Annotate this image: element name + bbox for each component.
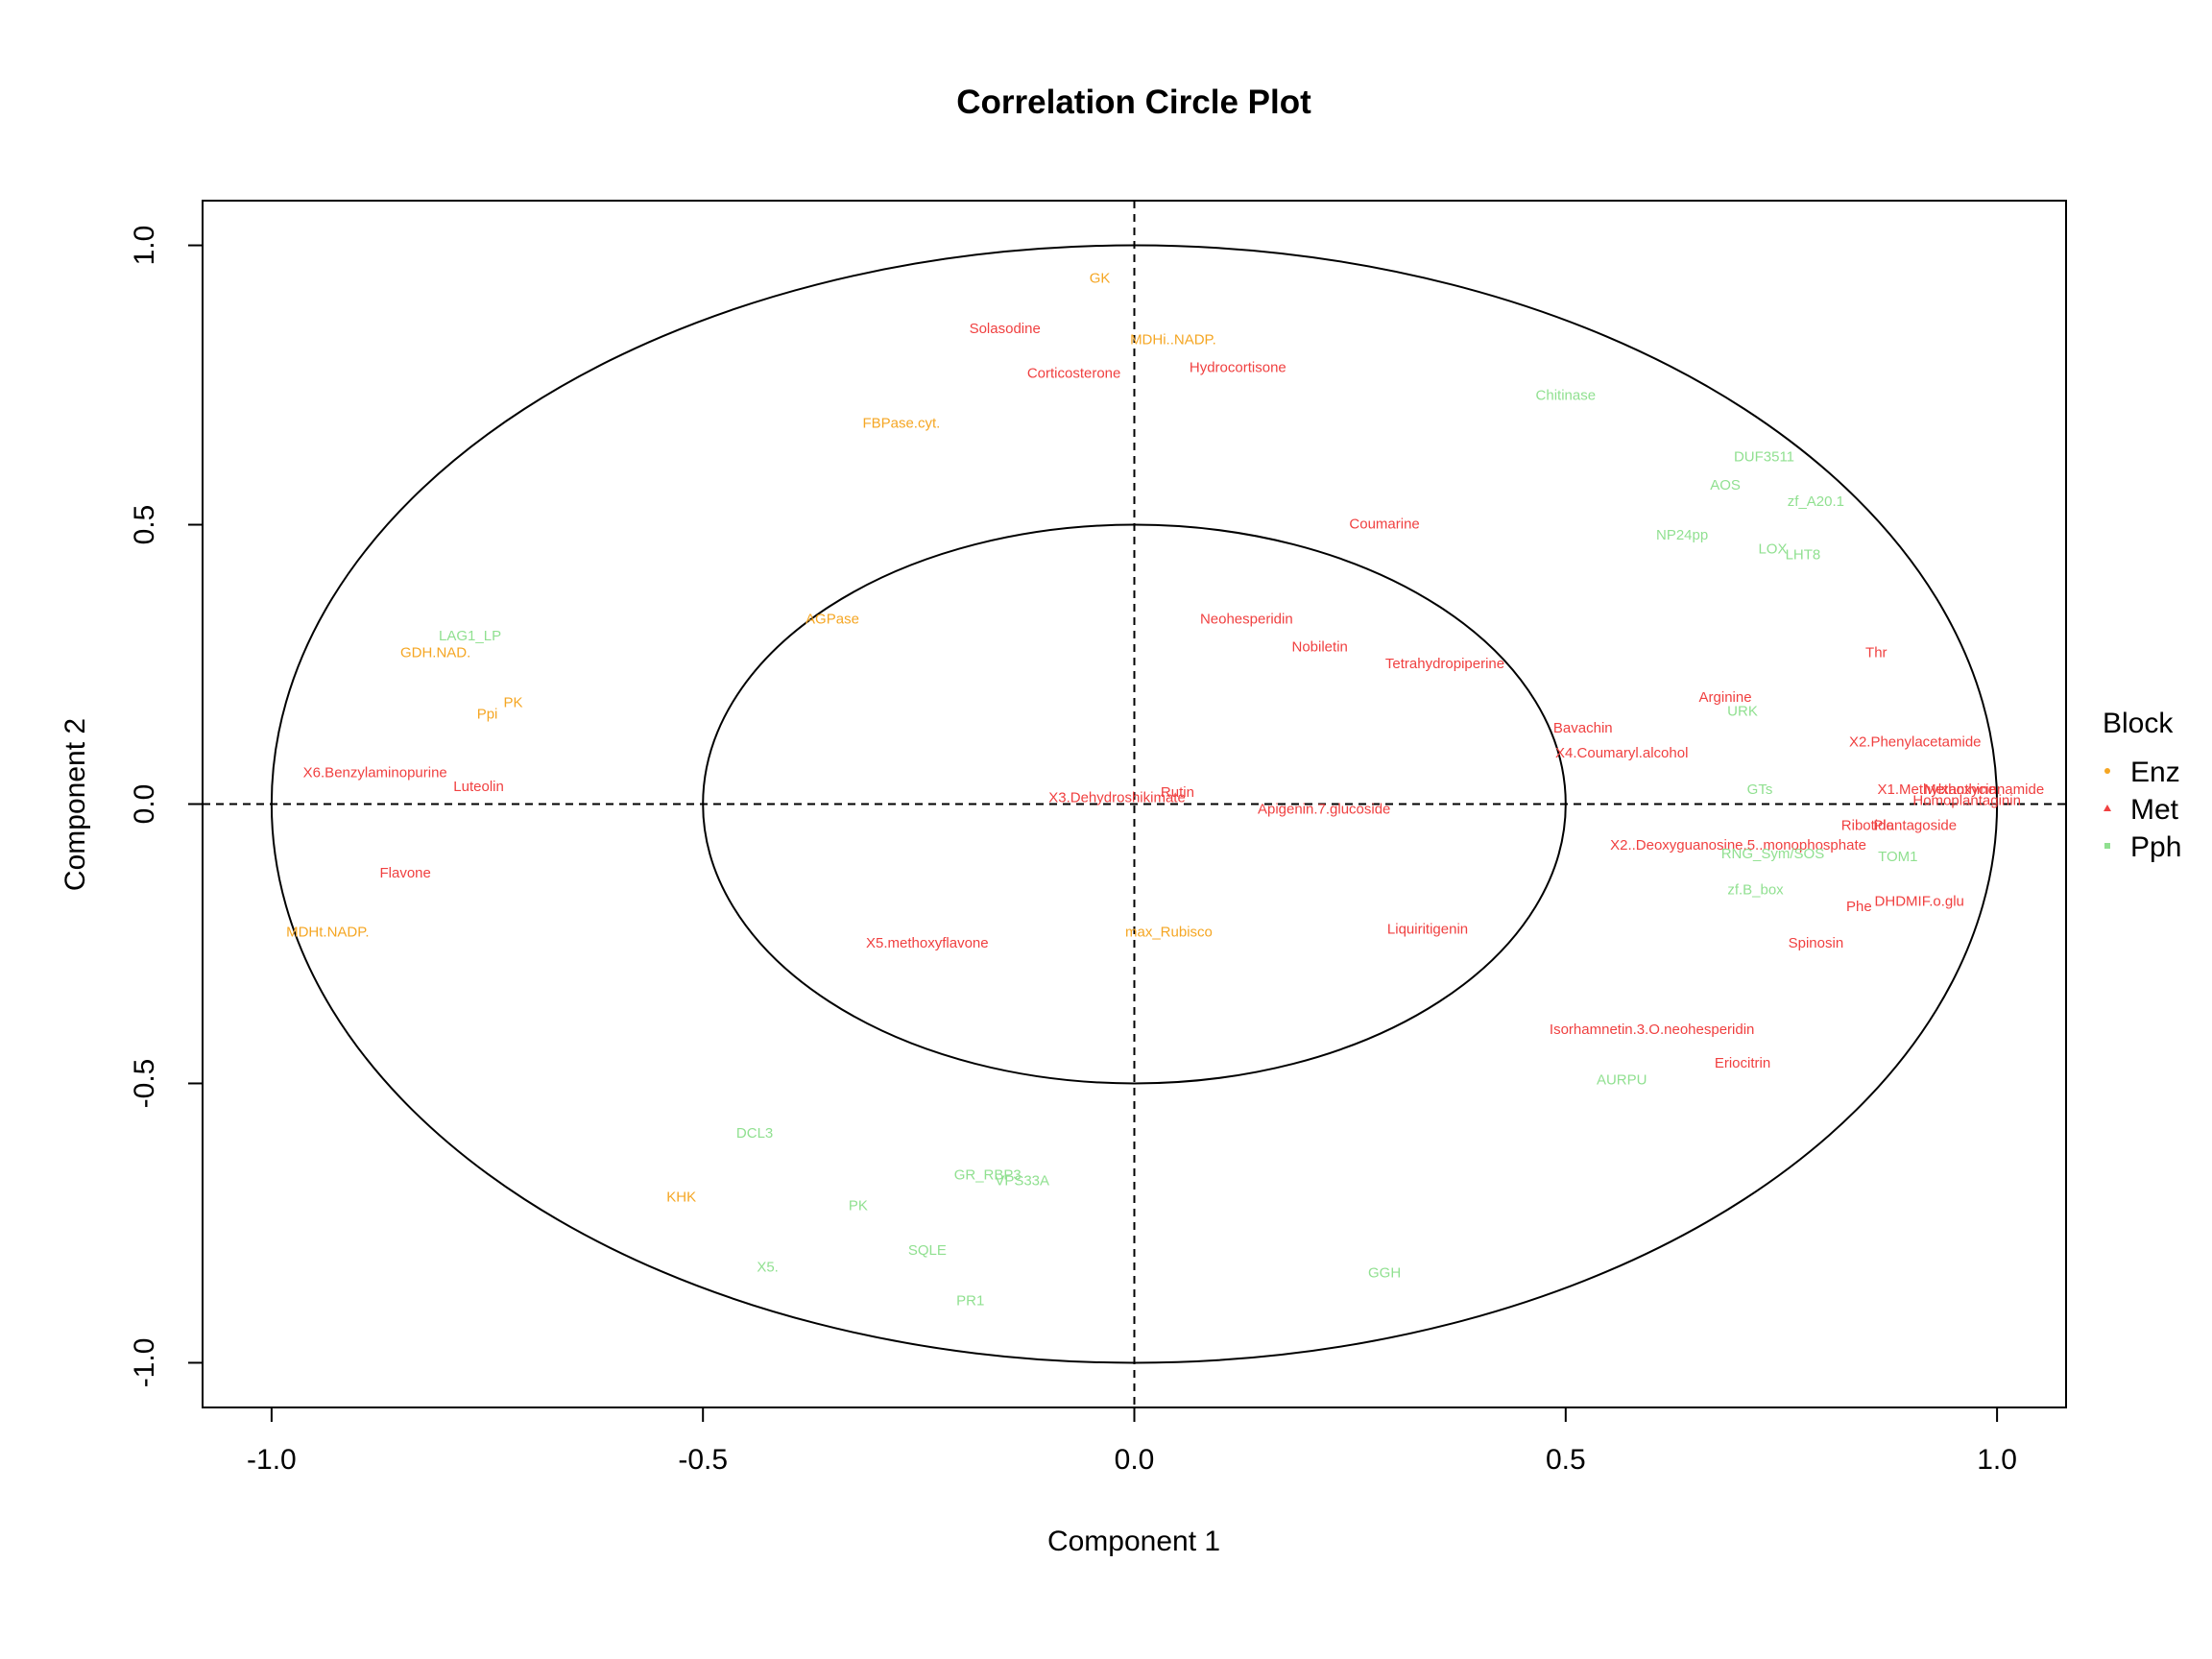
x-axis-label: Component 1 bbox=[1047, 1526, 1220, 1557]
point-label-met-bavachin: Bavachin bbox=[1553, 720, 1613, 736]
legend-title: Block bbox=[2103, 708, 2174, 739]
point-label-enz-gdh-nad: GDH.NAD. bbox=[400, 644, 470, 661]
x-tick-label: 1.0 bbox=[1977, 1444, 2017, 1476]
legend-marker-met bbox=[2104, 805, 2111, 811]
point-label-met-isorhamnetin-3-o-neohesperidin: Isorhamnetin.3.O.neohesperidin bbox=[1550, 1022, 1754, 1038]
x-tick-label: 0.5 bbox=[1546, 1444, 1586, 1476]
point-label-enz-max-rubisco: max_Rubisco bbox=[1125, 924, 1213, 940]
legend-marker-pph bbox=[2104, 843, 2110, 849]
y-axis-label: Component 2 bbox=[60, 718, 91, 891]
point-label-pph-dcl3: DCL3 bbox=[736, 1125, 773, 1142]
point-label-pph-urk: URK bbox=[1727, 703, 1758, 719]
point-label-met-dhdmif-o-glu: DHDMIF.o.glu bbox=[1875, 893, 1964, 909]
point-label-met-tetrahydropiperine: Tetrahydropiperine bbox=[1385, 656, 1504, 672]
point-label-pph-chitinase: Chitinase bbox=[1536, 388, 1597, 404]
point-label-pph-tom1: TOM1 bbox=[1878, 849, 1917, 865]
x-tick-label: -1.0 bbox=[247, 1444, 297, 1476]
point-label-pph-sqle: SQLE bbox=[908, 1242, 947, 1259]
x-axis: -1.0 -0.5 0.0 0.5 1.0 bbox=[247, 1407, 2017, 1476]
point-label-pph-vps33a: VPS33A bbox=[995, 1172, 1049, 1189]
y-tick-label: -0.5 bbox=[129, 1059, 160, 1109]
point-label-met-solasodine: Solasodine bbox=[970, 321, 1041, 337]
point-label-met-apigenin-7-glucoside: Apigenin.7.glucoside bbox=[1258, 801, 1390, 817]
point-label-met-eriocitrin: Eriocitrin bbox=[1715, 1055, 1770, 1071]
point-label-met-x2-phenylacetamide: X2.Phenylacetamide bbox=[1849, 733, 1982, 750]
point-label-met-flavone: Flavone bbox=[379, 865, 430, 881]
point-label-pph-aurpu: AURPU bbox=[1597, 1072, 1647, 1089]
legend-label-enz: Enz bbox=[2130, 757, 2180, 788]
y-tick-label: 1.0 bbox=[129, 226, 160, 266]
point-label-met-corticosterone: Corticosterone bbox=[1027, 365, 1121, 381]
point-label-met-methoxycinnamide: Methoxycinnamide bbox=[1924, 781, 2044, 798]
point-label-enz-gk: GK bbox=[1090, 270, 1111, 286]
point-label-pph-pk: PK bbox=[849, 1197, 868, 1214]
point-label-met-ribotide: Ribotide bbox=[1841, 818, 1894, 834]
legend: Block Enz Met Pph bbox=[2103, 708, 2181, 863]
point-label-pph-rng-sym-sos: RNG_Sym/SOS bbox=[1721, 846, 1825, 862]
series-pph: Chitinase DUF3511 AOS zf_A20.1 NP24pp LOXLHT8… bbox=[439, 388, 1917, 1310]
point-label-met-phe: Phe bbox=[1846, 899, 1872, 915]
point-label-enz-mdht-nadp: MDHt.NADP. bbox=[286, 924, 369, 940]
y-tick-label: -1.0 bbox=[129, 1338, 160, 1388]
point-label-met-thr: Thr bbox=[1865, 644, 1887, 661]
point-label-met-spinosin: Spinosin bbox=[1789, 935, 1844, 951]
point-label-pph-gr-rbp3: GR_RBP3 bbox=[954, 1166, 1022, 1183]
point-label-met-liquiritigenin: Liquiritigenin bbox=[1387, 921, 1468, 937]
x-tick-label: -0.5 bbox=[678, 1444, 728, 1476]
point-label-met-x6-benzylaminopurine: X6.Benzylaminopurine bbox=[303, 764, 447, 781]
point-label-met-homoplantaginin: Homoplantaginin bbox=[1912, 793, 2021, 809]
point-label-enz-fbpase-cyt: FBPase.cyt. bbox=[862, 416, 940, 432]
point-label-met-luteolin: Luteolin bbox=[453, 779, 504, 795]
point-label-pph-lox: LOX bbox=[1758, 541, 1787, 558]
point-label-met-nobiletin: Nobiletin bbox=[1292, 639, 1348, 656]
series-met: Solasodine Corticosterone Hydrocortisone Co… bbox=[303, 321, 2044, 1071]
point-label-pph-gts: GTs bbox=[1747, 781, 1773, 798]
y-axis: -1.0 -0.5 0.0 0.5 1.0 bbox=[129, 226, 203, 1388]
point-label-pph-lag1-lp: LAG1_LP bbox=[439, 628, 501, 644]
plot-area: GK MDHi..NADP. FBPase.cyt. AGPase GDH.NAD. PK… bbox=[203, 201, 2066, 1407]
point-label-met-coumarine: Coumarine bbox=[1349, 516, 1419, 532]
point-label-pph-lht8: LHT8 bbox=[1786, 547, 1821, 564]
point-label-enz-pk: PK bbox=[503, 695, 522, 711]
point-label-pph-np24pp: NP24pp bbox=[1656, 527, 1708, 543]
y-tick-label: 0.5 bbox=[129, 505, 160, 545]
y-tick-label: 0.0 bbox=[129, 784, 160, 825]
point-label-met-x4-coumaryl-alcohol: X4.Coumaryl.alcohol bbox=[1555, 745, 1688, 761]
point-label-met-x3-dehydroshikimate: X3.Dehydroshikimate bbox=[1048, 790, 1186, 806]
legend-marker-enz bbox=[2104, 768, 2110, 774]
point-label-enz-ppi: Ppi bbox=[477, 706, 498, 722]
point-label-met-rutin: Rutin bbox=[1161, 784, 1194, 801]
chart-title: Correlation Circle Plot bbox=[956, 84, 1311, 121]
point-label-enz-khk: KHK bbox=[666, 1190, 696, 1206]
point-label-met-x2-deoxyguanosine-5-monophosphate: X2..Deoxyguanosine.5..monophosphate bbox=[1610, 837, 1866, 854]
point-label-pph-pr1: PR1 bbox=[956, 1292, 984, 1309]
point-label-met-x1-methylxanthine: X1.Methylxanthine bbox=[1878, 781, 1996, 798]
point-label-met-hydrocortisone: Hydrocortisone bbox=[1190, 360, 1286, 376]
point-label-met-plantagoside: Plantagoside bbox=[1873, 818, 1957, 834]
point-label-met-arginine: Arginine bbox=[1699, 689, 1752, 706]
point-label-met-x5-methoxyflavone: X5.methoxyflavone bbox=[866, 935, 989, 951]
point-label-pph-duf3511: DUF3511 bbox=[1734, 449, 1794, 466]
point-label-met-neohesperidin: Neohesperidin bbox=[1200, 611, 1293, 627]
point-label-enz-agpase: AGPase bbox=[805, 611, 859, 627]
point-label-pph-x5: X5. bbox=[757, 1259, 779, 1275]
point-label-pph-aos: AOS bbox=[1710, 477, 1741, 493]
point-label-enz-mdhi-nadp: MDHi..NADP. bbox=[1130, 331, 1216, 348]
legend-label-pph: Pph bbox=[2130, 831, 2181, 863]
series-enz: GK MDHi..NADP. FBPase.cyt. AGPase GDH.NAD. PK… bbox=[286, 270, 1216, 1205]
x-tick-label: 0.0 bbox=[1115, 1444, 1155, 1476]
point-label-pph-ggh: GGH bbox=[1368, 1264, 1401, 1281]
point-label-pph-zf-b-box: zf.B_box bbox=[1727, 882, 1784, 899]
point-label-pph-zf-a20-1: zf_A20.1 bbox=[1788, 493, 1844, 510]
legend-label-met: Met bbox=[2130, 794, 2179, 826]
